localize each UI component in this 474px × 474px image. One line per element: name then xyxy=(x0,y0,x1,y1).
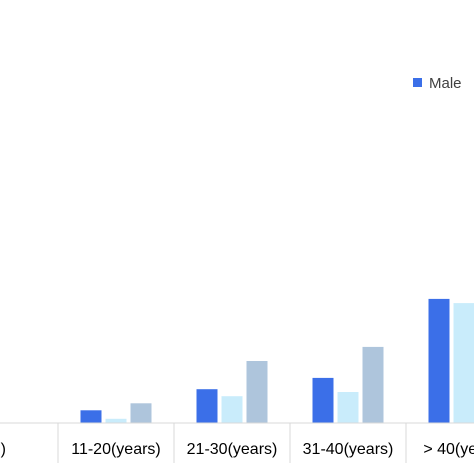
x-tick-label-1: 11-20(years) xyxy=(71,441,161,458)
x-tick-label-2: 21-30(years) xyxy=(187,441,278,458)
bar-series-1-4 xyxy=(453,303,474,423)
x-axis-ticks xyxy=(57,423,407,463)
legend-swatch-0 xyxy=(413,78,422,87)
bar-series-0-3 xyxy=(312,377,334,423)
x-tick-label-0: ) xyxy=(1,441,6,458)
bar-series-1-2 xyxy=(221,396,243,423)
legend: Male xyxy=(413,75,462,92)
x-tick-label-4: > 40(years) xyxy=(423,441,474,458)
bar-series-2-3 xyxy=(362,346,384,423)
bar-series-2-2 xyxy=(246,361,268,423)
x-tick-label-3: 31-40(years) xyxy=(303,441,394,458)
bar-series-2-1 xyxy=(130,403,152,423)
bar-series-1-1 xyxy=(105,418,127,423)
x-axis-tick-labels: ) 11-20(years) 21-30(years) 31-40(years) > 4… xyxy=(1,441,474,458)
bars-group xyxy=(80,298,474,423)
bar-series-1-3 xyxy=(337,392,359,423)
legend-label-0: Male xyxy=(429,75,462,92)
bar-series-0-4 xyxy=(428,298,450,423)
bar-series-0-1 xyxy=(80,410,102,423)
bar-series-0-2 xyxy=(196,389,218,423)
